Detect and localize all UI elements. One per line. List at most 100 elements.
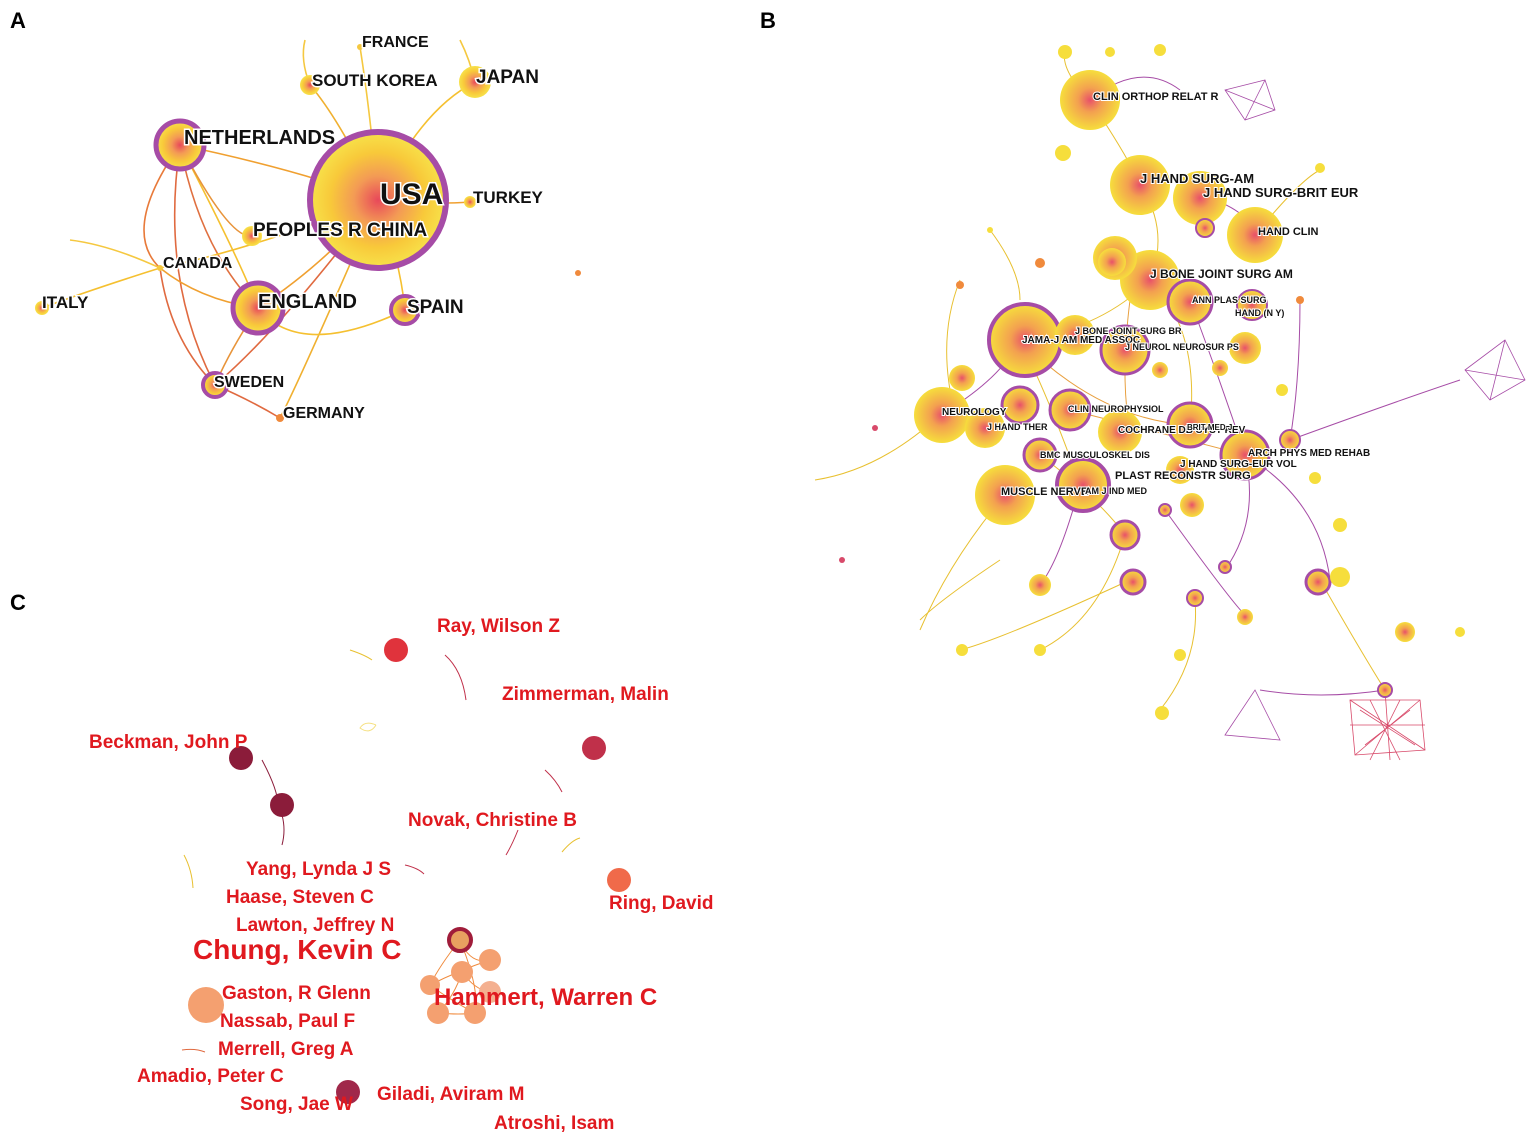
label-beckman: Beckman, John P	[89, 732, 248, 753]
node-ring	[607, 868, 631, 892]
panel-b-edges	[814, 49, 1461, 711]
panel-a: A	[10, 8, 581, 424]
node-b-misc2	[1055, 315, 1095, 355]
label-nassab: Nassab, Paul F	[220, 1011, 355, 1032]
label-peoples-r-china: PEOPLES R CHINA	[253, 220, 427, 241]
panel-a-letter: A	[10, 8, 26, 33]
label-clin-orthop: CLIN ORTHOP RELAT R	[1093, 91, 1219, 103]
node-gaston	[188, 987, 224, 1023]
panel-c: C	[10, 590, 714, 1134]
node-b-misc6	[1098, 248, 1126, 276]
node-b-misc33	[1035, 258, 1045, 268]
node-clin-orthop	[1060, 70, 1120, 130]
node-b-misc15	[1304, 568, 1332, 596]
node-b-misc35	[956, 281, 964, 289]
node-b-misc17	[1237, 609, 1253, 625]
panel-b-nodes	[839, 44, 1465, 720]
node-b-misc3	[965, 408, 1005, 448]
label-zimmerman: Zimmerman, Malin	[502, 684, 669, 705]
node-b-misc5	[949, 365, 975, 391]
node-b-misc9	[1180, 493, 1204, 517]
node-b-misc12	[1119, 568, 1147, 596]
label-plast-reconstr: PLAST RECONSTR SURG	[1115, 470, 1251, 482]
node-b-misc21	[1055, 145, 1071, 161]
label-arch-phys: ARCH PHYS MED REHAB	[1248, 448, 1370, 459]
node-beckman-2	[270, 793, 294, 817]
node-b-misc7	[1195, 218, 1215, 238]
label-amadio: Amadio, Peter C	[137, 1066, 284, 1087]
node-song	[336, 1080, 360, 1104]
label-novak: Novak, Christine B	[408, 810, 577, 831]
label-england: ENGLAND	[258, 291, 357, 313]
node-hammert-1	[451, 961, 473, 983]
node-usa	[307, 129, 449, 271]
node-b-misc38	[1152, 362, 1168, 378]
label-hand-clin: HAND CLIN	[1258, 226, 1319, 238]
panel-b-letter: B	[760, 8, 776, 33]
label-sweden: SWEDEN	[214, 374, 284, 391]
label-usa: USA	[380, 178, 443, 211]
node-b-misc29	[1154, 44, 1166, 56]
node-b-misc18	[1395, 622, 1415, 642]
panel-a-nodes	[35, 44, 581, 422]
node-france	[357, 44, 363, 50]
node-j-neurol	[1229, 332, 1261, 364]
node-b-misc16	[1330, 567, 1350, 587]
label-j-hand-ther: J HAND THER	[987, 422, 1048, 432]
node-am-j-ind-med	[1055, 457, 1111, 513]
node-turkey	[464, 196, 476, 208]
node-hammert-5	[427, 1002, 449, 1024]
node-hammert-4	[479, 981, 501, 1003]
node-sweden	[201, 371, 229, 399]
node-hammert-6	[464, 1002, 486, 1024]
node-b-misc14	[1218, 560, 1232, 574]
label-clin-neurophysiol: CLIN NEUROPHYSIOL	[1068, 404, 1164, 414]
label-bmc-musculoskel: BMC MUSCULOSKEL DIS	[1040, 450, 1150, 460]
node-hand-ny	[1236, 289, 1268, 321]
label-j-hand-surg-brit: J HAND SURG-BRIT EUR	[1203, 185, 1359, 200]
label-japan: JAPAN	[476, 67, 539, 88]
label-merrell: Merrell, Greg A	[218, 1039, 354, 1060]
node-b-misc8	[1109, 519, 1141, 551]
node-b-misc37	[1276, 384, 1288, 396]
label-brit-med-j: BRIT MED J	[1187, 423, 1232, 432]
label-netherlands: NETHERLANDS	[184, 127, 335, 149]
node-italy	[35, 301, 49, 315]
node-ray	[384, 638, 408, 662]
panel-b-meshes	[1224, 79, 1526, 761]
node-peoples-r-china	[242, 226, 262, 246]
node-beckman	[229, 746, 253, 770]
node-b-misc19	[1377, 682, 1393, 698]
node-b-misc22	[1155, 706, 1169, 720]
label-ring: Ring, David	[609, 893, 714, 914]
label-canada: CANADA	[163, 255, 233, 272]
node-japan	[459, 66, 491, 98]
node-b-misc25	[1455, 627, 1465, 637]
label-song: Song, Jae W	[240, 1094, 353, 1115]
label-jama: JAMA-J AM MED ASSOC	[1022, 335, 1140, 346]
node-netherlands	[153, 118, 207, 172]
label-italy: ITALY	[42, 293, 89, 312]
node-j-hand-surg-eur	[1166, 456, 1194, 484]
node-b-misc10	[1158, 503, 1172, 517]
node-j-bone-joint-br	[1099, 324, 1151, 376]
label-j-hand-surg-am: J HAND SURG-AM	[1140, 171, 1254, 186]
panel-c-letter: C	[10, 590, 26, 615]
node-germany	[276, 414, 284, 422]
label-j-bone-joint-br: J BONE JOINT SURG BR	[1075, 326, 1182, 336]
label-turkey: TURKEY	[473, 188, 544, 207]
panel-c-nodes	[188, 638, 631, 1104]
node-j-hand-ther	[1000, 385, 1040, 425]
label-france: FRANCE	[362, 34, 429, 51]
node-clin-neurophysiol	[1048, 388, 1092, 432]
node-b-misc13	[1186, 589, 1204, 607]
node-ann-plas	[1166, 278, 1214, 326]
panel-b-labels: CLIN ORTHOP RELAT R J HAND SURG-AM J HAN…	[941, 90, 1371, 499]
node-b-misc30	[1174, 649, 1186, 661]
label-j-bone-joint-am: J BONE JOINT SURG AM	[1150, 267, 1293, 281]
node-arch-phys	[1219, 429, 1271, 481]
panel-b: B	[760, 8, 1526, 761]
label-atroshi: Atroshi, Isam	[494, 1113, 614, 1134]
label-gaston: Gaston, R Glenn	[222, 983, 371, 1004]
